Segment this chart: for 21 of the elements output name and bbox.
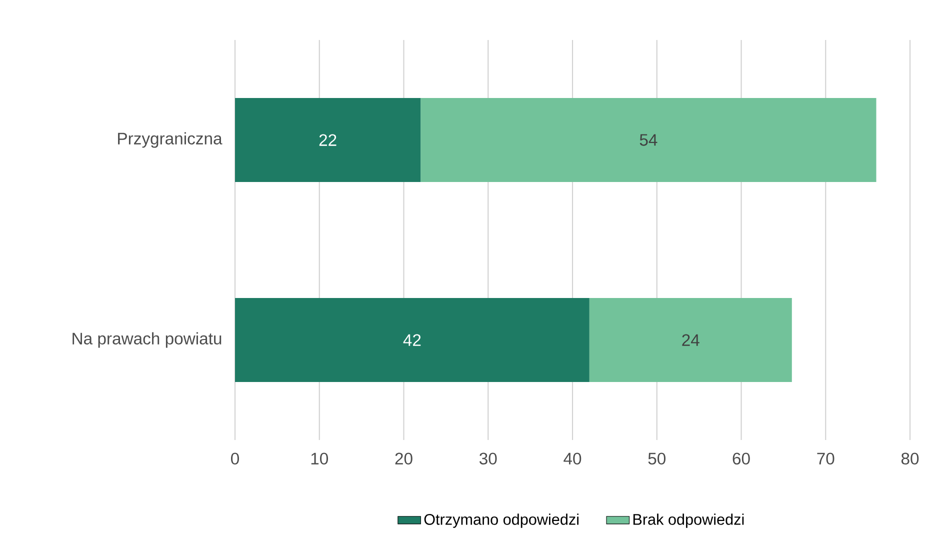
x-tick-label: 60 — [732, 452, 750, 465]
data-label: 54 — [640, 134, 658, 146]
bar — [235, 298, 590, 382]
x-tick-label: 10 — [311, 452, 328, 465]
bar — [235, 98, 421, 182]
data-label: 24 — [682, 334, 700, 346]
x-tick-label: 0 — [231, 452, 239, 465]
x-tick-label: 30 — [479, 452, 497, 465]
bar — [589, 298, 792, 382]
x-tick-label: 40 — [564, 452, 582, 465]
legend-label: Brak odpowiedzi — [633, 514, 744, 528]
x-tick-label: 50 — [648, 452, 666, 465]
bar — [420, 98, 876, 182]
data-label: 42 — [403, 334, 421, 346]
data-label: 22 — [319, 134, 336, 146]
x-tick-label: 20 — [395, 452, 412, 465]
x-tick-label: 80 — [901, 452, 919, 465]
legend-label: Otrzymano odpowiedzi — [424, 514, 578, 528]
y-tick-label: Przygraniczna — [118, 132, 222, 148]
y-tick-label: Na prawach powiatu — [72, 332, 222, 348]
x-tick-label: 70 — [817, 452, 834, 465]
